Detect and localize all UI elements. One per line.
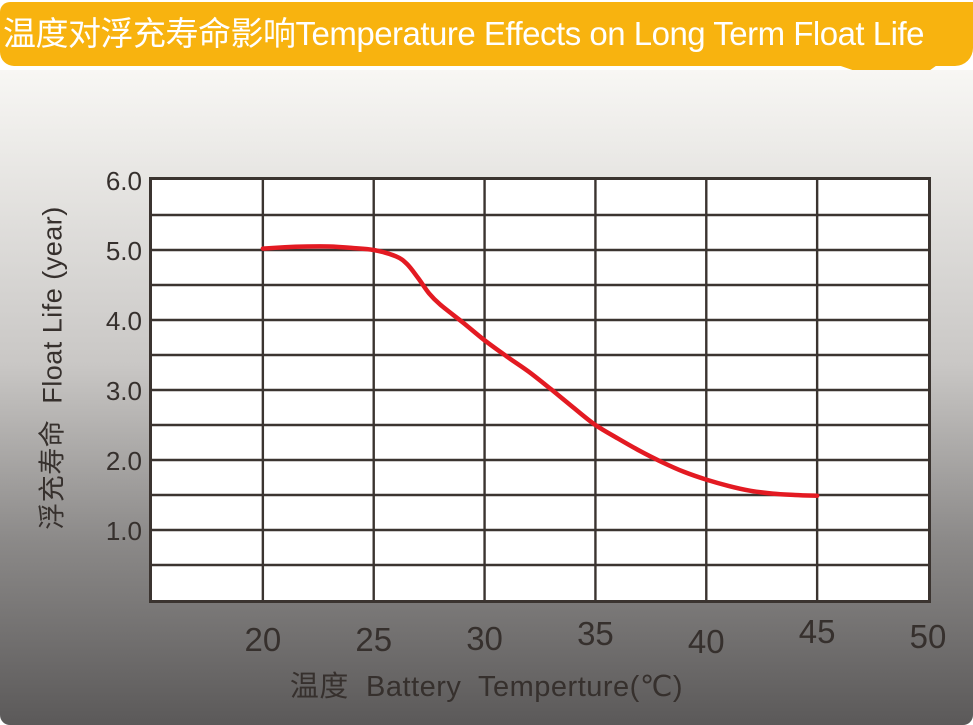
x-axis-title: 温度 Battery Temperture(℃) xyxy=(289,671,684,703)
x-tick-label: 25 xyxy=(355,621,393,658)
y-tick-label: 3.0 xyxy=(105,376,142,406)
x-tick-label: 45 xyxy=(798,613,836,650)
y-tick-label: 5.0 xyxy=(105,236,142,266)
x-tick-label: 40 xyxy=(687,623,725,660)
y-tick-label: 1.0 xyxy=(105,516,142,546)
x-tick-label: 35 xyxy=(577,615,614,652)
chart-title: 温度对浮充寿命影响Temperature Effects on Long Ter… xyxy=(3,15,924,52)
plot-canvas xyxy=(152,180,928,600)
y-tick-label: 6.0 xyxy=(105,166,142,196)
title-banner: 温度对浮充寿命影响Temperature Effects on Long Ter… xyxy=(0,2,973,66)
y-tick-label: 4.0 xyxy=(105,306,142,336)
y-tick-label: 2.0 xyxy=(105,446,142,476)
plot-area xyxy=(152,180,928,600)
x-tick-label: 20 xyxy=(244,621,282,658)
data-curve xyxy=(260,244,820,498)
x-tick-label: 50 xyxy=(909,618,947,655)
x-tick-label: 30 xyxy=(466,620,503,657)
